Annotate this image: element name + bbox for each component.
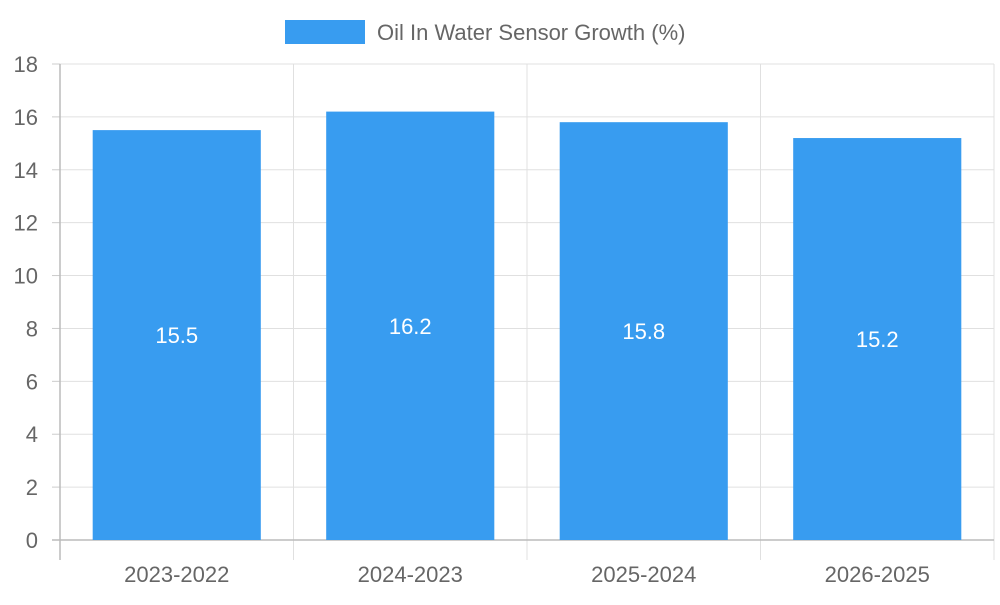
- y-tick-label: 12: [14, 211, 38, 236]
- bar-value-label: 15.5: [155, 323, 198, 348]
- y-tick-label: 8: [26, 316, 38, 341]
- y-tick-label: 18: [14, 52, 38, 77]
- bar[interactable]: [559, 122, 728, 540]
- x-tick-label: 2026-2025: [825, 562, 930, 587]
- bar-value-label: 15.8: [622, 319, 665, 344]
- y-tick-label: 4: [26, 422, 38, 447]
- x-tick-label: 2025-2024: [591, 562, 696, 587]
- y-tick-label: 16: [14, 105, 38, 130]
- y-tick-label: 0: [26, 528, 38, 553]
- bars: [92, 111, 962, 541]
- x-tick-label: 2024-2023: [358, 562, 463, 587]
- y-tick-label: 6: [26, 369, 38, 394]
- x-tick-label: 2023-2022: [124, 562, 229, 587]
- bar[interactable]: [793, 138, 962, 541]
- y-tick-label: 2: [26, 475, 38, 500]
- bar-value-label: 16.2: [389, 314, 432, 339]
- bar[interactable]: [92, 130, 261, 540]
- y-tick-label: 10: [14, 264, 38, 289]
- legend: Oil In Water Sensor Growth (%): [285, 20, 685, 45]
- y-tick-label: 14: [14, 158, 38, 183]
- data-labels: 15.5 16.2 15.8 15.2: [155, 314, 898, 352]
- bar[interactable]: [326, 111, 495, 540]
- legend-label: Oil In Water Sensor Growth (%): [377, 20, 685, 45]
- legend-swatch: [285, 20, 365, 44]
- bar-value-label: 15.2: [856, 327, 899, 352]
